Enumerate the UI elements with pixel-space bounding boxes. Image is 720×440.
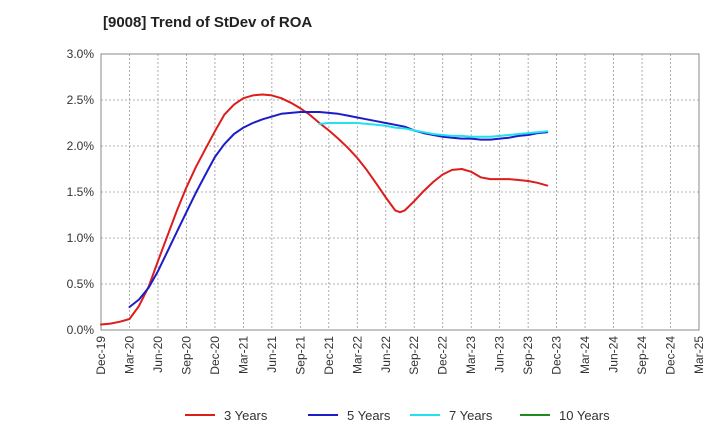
x-tick-label: Jun-21 <box>265 336 279 373</box>
x-tick-label: Mar-20 <box>122 336 136 374</box>
legend-label-5-years: 5 Years <box>347 408 391 423</box>
legend-label-3-years: 3 Years <box>224 408 268 423</box>
y-tick-label: 0.5% <box>67 277 95 291</box>
x-tick-label: Dec-22 <box>436 336 450 375</box>
x-tick-label: Sep-22 <box>407 336 421 375</box>
y-tick-label: 3.0% <box>67 47 95 61</box>
y-tick-label: 1.5% <box>67 185 95 199</box>
legend-label-7-years: 7 Years <box>449 408 493 423</box>
chart-title: [9008] Trend of StDev of ROA <box>103 14 313 31</box>
y-tick-label: 2.5% <box>67 93 95 107</box>
series-lines <box>100 93 549 326</box>
x-tick-label: Jun-20 <box>151 336 165 373</box>
x-tick-label: Mar-21 <box>236 336 250 374</box>
series-line-3-years <box>100 93 549 326</box>
x-tick-label: Sep-24 <box>635 336 649 375</box>
x-tick-label: Mar-24 <box>578 336 592 374</box>
y-tick-label: 2.0% <box>67 139 95 153</box>
grid <box>101 54 699 330</box>
legend: 3 Years 5 Years 7 Years 10 Years <box>185 408 610 423</box>
x-tick-label: Dec-24 <box>664 336 678 375</box>
x-tick-label: Sep-20 <box>179 336 193 375</box>
x-tick-label: Jun-24 <box>607 336 621 373</box>
x-tick-label: Dec-21 <box>322 336 336 375</box>
x-tick-label: Mar-22 <box>350 336 364 374</box>
series-line-5-years <box>128 111 549 308</box>
x-tick-label: Dec-23 <box>550 336 564 375</box>
plot-frame <box>100 53 700 331</box>
x-tick-label: Dec-19 <box>94 336 108 375</box>
axes: 0.0% 0.5% 1.0% 1.5% 2.0% 2.5% 3.0% Dec-19 Mar-20… <box>67 47 706 375</box>
x-tick-label: Jun-23 <box>493 336 507 373</box>
x-tick-label: Jun-22 <box>379 336 393 373</box>
series-line-7-years <box>318 122 549 138</box>
x-tick-label: Mar-25 <box>692 336 706 374</box>
x-tick-label: Sep-23 <box>521 336 535 375</box>
x-tick-label: Dec-20 <box>208 336 222 375</box>
x-tick-label: Sep-21 <box>293 336 307 375</box>
x-tick-label: Mar-23 <box>464 336 478 374</box>
y-tick-label: 0.0% <box>67 323 95 337</box>
legend-label-10-years: 10 Years <box>559 408 610 423</box>
y-tick-label: 1.0% <box>67 231 95 245</box>
